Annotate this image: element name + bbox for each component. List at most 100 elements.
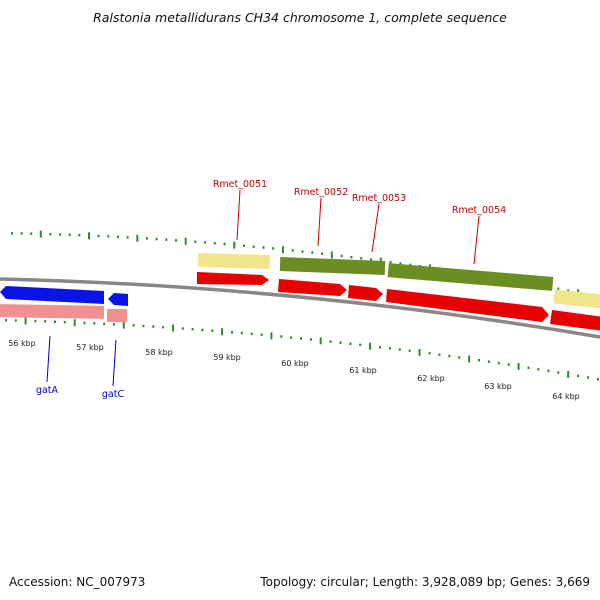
cds-arrow-red[interactable] bbox=[197, 272, 269, 285]
minor-tick bbox=[211, 329, 214, 332]
minor-tick bbox=[181, 327, 184, 330]
minor-tick bbox=[360, 257, 363, 260]
minor-tick bbox=[63, 320, 66, 324]
major-tick bbox=[88, 232, 90, 240]
minor-tick bbox=[389, 260, 392, 264]
minor-tick bbox=[5, 319, 7, 322]
gene-leader-line bbox=[112, 339, 117, 387]
gene-bar-olive[interactable] bbox=[387, 263, 554, 291]
major-tick bbox=[517, 362, 520, 370]
scale-label: 56 kbp bbox=[8, 339, 36, 348]
major-tick bbox=[418, 348, 421, 356]
minor-tick bbox=[145, 237, 148, 240]
accession-text: Accession: NC_007973 bbox=[9, 575, 145, 589]
minor-tick bbox=[359, 343, 362, 347]
topology-summary-text: Topology: circular; Length: 3,928,089 bp… bbox=[259, 575, 590, 589]
chromosome-backbone bbox=[0, 277, 600, 339]
gene-leader-line bbox=[371, 203, 380, 253]
gene-label-rmet-0053[interactable]: Rmet_0053 bbox=[352, 193, 406, 204]
minor-tick bbox=[399, 262, 402, 265]
minor-tick bbox=[54, 320, 56, 323]
scale-label: 59 kbp bbox=[213, 353, 241, 362]
minor-tick bbox=[240, 331, 243, 335]
minor-tick bbox=[587, 376, 590, 379]
minor-tick bbox=[438, 353, 441, 356]
minor-tick bbox=[547, 369, 550, 373]
minor-tick bbox=[252, 245, 255, 248]
lower-gene-labels: gatA gatC bbox=[36, 335, 125, 400]
minor-tick bbox=[204, 241, 207, 244]
minor-tick bbox=[388, 347, 391, 350]
gene-bar-pale-red[interactable] bbox=[0, 304, 105, 319]
minor-tick bbox=[280, 335, 283, 338]
minor-tick bbox=[428, 352, 431, 355]
map-title: Ralstonia metallidurans CH34 chromosome … bbox=[93, 10, 507, 25]
gene-label-rmet-0051[interactable]: Rmet_0051 bbox=[213, 179, 267, 190]
minor-tick bbox=[243, 244, 245, 247]
gene-leader-line bbox=[317, 197, 322, 247]
gene-label-rmet-0052[interactable]: Rmet_0052 bbox=[294, 187, 348, 198]
minor-tick bbox=[409, 263, 412, 267]
major-tick bbox=[567, 370, 570, 378]
minor-tick bbox=[231, 331, 233, 334]
major-tick bbox=[136, 234, 139, 242]
minor-tick bbox=[567, 289, 570, 292]
cds-arrow-red[interactable] bbox=[550, 310, 600, 331]
minor-tick bbox=[321, 252, 323, 255]
gene-leader-line bbox=[236, 189, 241, 241]
minor-tick bbox=[272, 247, 275, 250]
scale-labels: 56 kbp 57 kbp 58 kbp 59 kbp 60 kbp 61 kb… bbox=[8, 339, 580, 401]
major-tick bbox=[171, 324, 174, 332]
scale-label: 62 kbp bbox=[417, 374, 445, 383]
minor-tick bbox=[116, 235, 119, 239]
gene-arrow-blue[interactable] bbox=[0, 286, 104, 304]
minor-tick bbox=[59, 233, 62, 236]
cds-arrow-red[interactable] bbox=[386, 289, 549, 322]
cds-arrow-red[interactable] bbox=[348, 285, 383, 301]
minor-tick bbox=[191, 327, 194, 331]
scale-label: 60 kbp bbox=[281, 359, 309, 368]
minor-tick bbox=[83, 321, 86, 325]
gene-bar-olive[interactable] bbox=[279, 257, 386, 276]
major-tick bbox=[233, 241, 236, 249]
gene-leader-line bbox=[46, 335, 51, 383]
minor-tick bbox=[152, 325, 155, 328]
minor-tick bbox=[311, 251, 314, 254]
minor-tick bbox=[291, 249, 294, 252]
major-tick bbox=[282, 246, 284, 254]
major-tick bbox=[468, 355, 471, 363]
minor-tick bbox=[408, 349, 411, 353]
minor-tick bbox=[339, 341, 342, 344]
minor-tick bbox=[458, 356, 461, 359]
minor-tick bbox=[223, 242, 226, 246]
gene-label-gata[interactable]: gatA bbox=[36, 385, 59, 396]
minor-tick bbox=[201, 328, 204, 332]
major-tick bbox=[122, 321, 125, 329]
gene-bar-khaki[interactable] bbox=[553, 289, 600, 309]
minor-tick bbox=[34, 319, 37, 323]
minor-tick bbox=[107, 235, 110, 238]
major-tick bbox=[330, 251, 333, 259]
minor-tick bbox=[340, 254, 343, 258]
minor-tick bbox=[300, 337, 302, 340]
upper-gene-labels: Rmet_0051 Rmet_0052 Rmet_0053 Rmet_0054 bbox=[213, 179, 506, 265]
minor-tick bbox=[11, 232, 13, 235]
minor-tick bbox=[301, 250, 304, 253]
minor-tick bbox=[448, 354, 451, 358]
major-tick bbox=[73, 319, 76, 327]
gene-label-gatc[interactable]: gatC bbox=[102, 389, 125, 400]
scale-label: 57 kbp bbox=[76, 343, 104, 352]
minor-tick bbox=[14, 319, 17, 322]
minor-tick bbox=[30, 232, 33, 235]
minor-tick bbox=[93, 322, 96, 325]
gene-label-rmet-0054[interactable]: Rmet_0054 bbox=[452, 205, 506, 216]
minor-tick bbox=[497, 361, 500, 365]
cds-arrow-red[interactable] bbox=[278, 279, 347, 296]
gene-arrow-blue[interactable] bbox=[108, 293, 128, 306]
minor-tick bbox=[527, 366, 530, 369]
gene-bar-pale-red[interactable] bbox=[106, 308, 128, 323]
minor-tick bbox=[175, 239, 177, 242]
gene-bar-khaki[interactable] bbox=[197, 252, 271, 270]
minor-tick bbox=[309, 338, 312, 341]
